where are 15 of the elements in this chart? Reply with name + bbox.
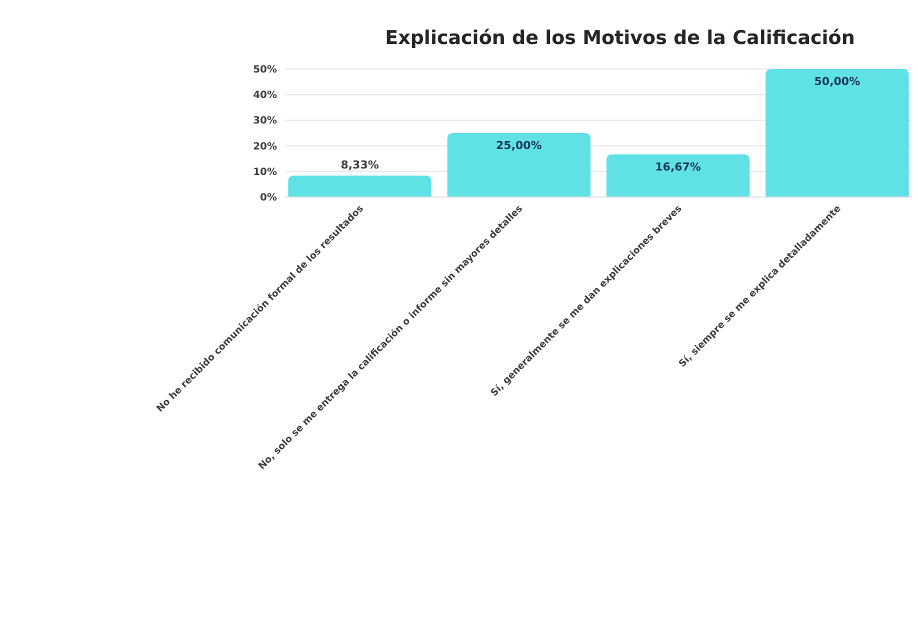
bar (447, 133, 591, 197)
data-label: 16,67% (655, 160, 701, 174)
bar (766, 69, 909, 197)
chart-title: Explicación de los Motivos de la Calificación (385, 27, 855, 49)
bar (606, 154, 750, 197)
y-tick-label: 20% (253, 141, 277, 152)
y-tick-label: 10% (253, 166, 277, 178)
y-tick-label: 40% (253, 90, 277, 102)
y-tick-label: 0% (260, 192, 277, 204)
data-label: 25,00% (496, 139, 542, 152)
data-label: 8,33% (340, 158, 379, 172)
bar (288, 176, 432, 197)
y-tick-label: 30% (253, 116, 277, 127)
data-label: 50,00% (814, 75, 860, 88)
y-tick-label: 50% (253, 64, 277, 76)
